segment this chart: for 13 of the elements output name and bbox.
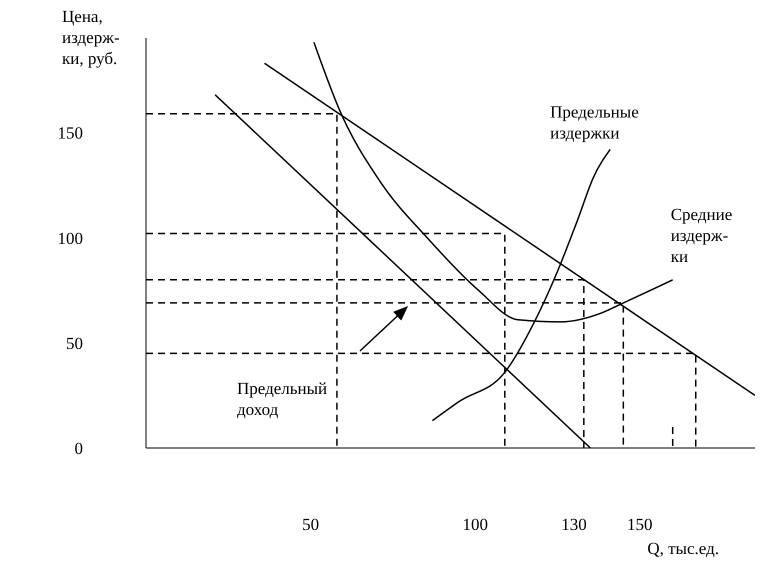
x-tick-label: 150 xyxy=(627,515,653,534)
x-tick-label: 130 xyxy=(561,515,587,534)
annotation: Предельный доход xyxy=(237,379,328,419)
x-tick-label: 100 xyxy=(462,515,488,534)
x-tick-label: 50 xyxy=(302,515,320,534)
y-tick-label: 150 xyxy=(58,124,83,143)
y-tick-label: 100 xyxy=(58,228,83,248)
y-tick-label: 0 xyxy=(74,439,83,458)
y-axis-title: Цена, издерж- ки, руб. xyxy=(62,7,120,68)
annotation: Средние издерж- ки xyxy=(670,204,732,266)
x-axis-title: Q, тыс.ед. xyxy=(647,539,719,558)
y-tick-label: 50 xyxy=(66,334,83,353)
annotation: Предельные издержки xyxy=(550,102,639,142)
